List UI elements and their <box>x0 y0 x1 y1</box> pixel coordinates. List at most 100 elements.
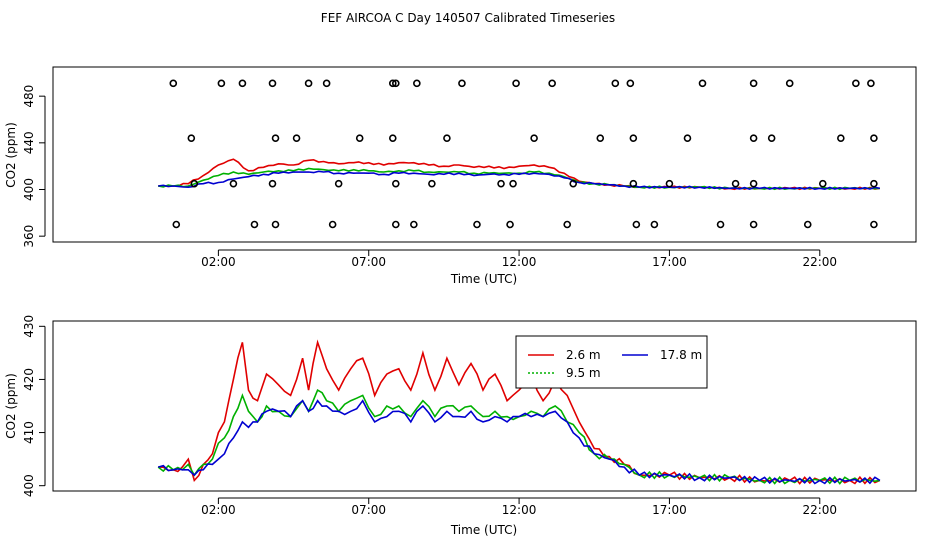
legend: 2.6 m 9.5 m 17.8 m <box>515 335 708 389</box>
y-tick-label: 480 <box>22 85 36 108</box>
calibration-marker <box>626 79 635 88</box>
calibration-marker <box>870 134 878 142</box>
legend-label-17-8m: 17.8 m <box>660 348 702 362</box>
plot-frame <box>52 320 917 492</box>
calibration-marker <box>292 134 301 142</box>
x-axis: 02:00 07:00 12:00 17:00 22:00 <box>201 249 837 269</box>
calibration-marker <box>428 179 436 188</box>
top-panel: 360 400 440 480 02:00 07:00 12:00 17:00 22:00 T… <box>4 66 917 286</box>
calibration-marker <box>629 179 638 188</box>
calibration-marker <box>870 179 878 188</box>
x-tick-label: 02:00 <box>201 503 236 517</box>
calibration-marker <box>749 134 758 142</box>
calibration-marker <box>388 79 397 88</box>
calibration-marker <box>190 179 199 188</box>
y-tick-label: 430 <box>22 315 36 338</box>
y-axis-label: CO2 (ppm) <box>4 373 18 439</box>
calibration-marker <box>413 79 421 88</box>
calibration-marker <box>238 79 247 88</box>
calibration-marker <box>749 79 758 88</box>
calibration-marker <box>650 220 659 229</box>
calibration-marker <box>569 179 578 188</box>
calibration-marker <box>852 79 860 88</box>
calibration-marker <box>187 134 196 142</box>
calibration-marker <box>596 134 605 142</box>
calibration-marker <box>767 134 776 142</box>
series-line-9-5-m <box>158 167 880 191</box>
calibration-marker <box>328 220 337 229</box>
calibration-marker <box>443 134 451 142</box>
x-axis-label: Time (UTC) <box>450 272 517 286</box>
y-axis-label: CO2 (ppm) <box>4 122 18 188</box>
legend-label-2-6m: 2.6 m <box>566 348 601 362</box>
calibration-marker <box>867 79 875 88</box>
y-axis: 400 410 420 430 <box>22 315 46 497</box>
calibration-marker <box>509 179 517 188</box>
calibration-marker <box>837 134 845 142</box>
calibration-marker <box>731 179 740 188</box>
calibration-marker <box>818 179 827 188</box>
bottom-panel: 400 410 420 430 02:00 07:00 12:00 17:00 22:00 T… <box>4 315 917 537</box>
calibration-marker <box>172 220 181 229</box>
calibration-marker <box>391 179 400 188</box>
x-tick-label: 17:00 <box>652 503 687 517</box>
calibration-marker <box>512 79 520 88</box>
x-tick-label: 07:00 <box>351 503 386 517</box>
calibration-marker <box>563 220 571 229</box>
x-tick-label: 12:00 <box>502 255 537 269</box>
calibration-marker <box>322 79 331 88</box>
y-tick-label: 420 <box>22 368 36 391</box>
calibration-marker <box>268 179 277 188</box>
x-tick-label: 02:00 <box>201 255 236 269</box>
calibration-marker <box>785 79 794 88</box>
calibration-marker <box>391 220 400 229</box>
series-line-9-5-m <box>157 388 881 485</box>
x-axis: 02:00 07:00 12:00 17:00 22:00 <box>201 497 837 517</box>
calibration-markers <box>169 79 878 229</box>
y-axis: 360 400 440 480 <box>22 85 46 248</box>
calibration-marker <box>268 79 277 88</box>
calibration-marker <box>698 79 707 88</box>
series-line-17-8-m <box>157 399 881 485</box>
series-group <box>158 158 881 191</box>
calibration-marker <box>632 220 641 229</box>
calibration-marker <box>870 220 878 229</box>
series-line-17-8-m <box>158 170 881 191</box>
x-tick-label: 07:00 <box>351 255 386 269</box>
calibration-marker <box>304 79 313 88</box>
calibration-marker <box>355 134 364 142</box>
x-tick-label: 12:00 <box>502 503 537 517</box>
legend-box <box>515 335 708 389</box>
calibration-marker <box>250 220 259 229</box>
y-tick-label: 410 <box>22 421 36 444</box>
calibration-marker <box>229 179 238 188</box>
calibration-marker <box>629 134 638 142</box>
calibration-marker <box>548 79 556 88</box>
calibration-marker <box>458 79 466 88</box>
calibration-marker <box>749 220 758 229</box>
calibration-marker <box>749 179 758 188</box>
calibration-marker <box>683 134 692 142</box>
x-tick-label: 22:00 <box>802 503 837 517</box>
calibration-marker <box>665 179 674 188</box>
y-tick-label: 400 <box>22 474 36 497</box>
calibration-marker <box>334 179 343 188</box>
y-tick-label: 400 <box>22 178 36 201</box>
calibration-marker <box>506 220 514 229</box>
calibration-marker <box>473 220 481 229</box>
x-tick-label: 22:00 <box>802 255 837 269</box>
calibration-marker <box>271 220 280 229</box>
calibration-marker <box>497 179 505 188</box>
calibration-marker <box>611 79 620 88</box>
calibration-marker <box>530 134 538 142</box>
calibration-marker <box>217 79 226 88</box>
plot-frame <box>52 66 917 243</box>
calibration-marker <box>388 134 397 142</box>
calibration-marker <box>803 220 812 229</box>
figure-title: FEF AIRCOA C Day 140507 Calibrated Times… <box>321 11 615 25</box>
calibration-marker <box>271 134 280 142</box>
y-tick-label: 440 <box>22 131 36 154</box>
calibration-marker <box>391 79 400 88</box>
calibration-marker <box>716 220 725 229</box>
